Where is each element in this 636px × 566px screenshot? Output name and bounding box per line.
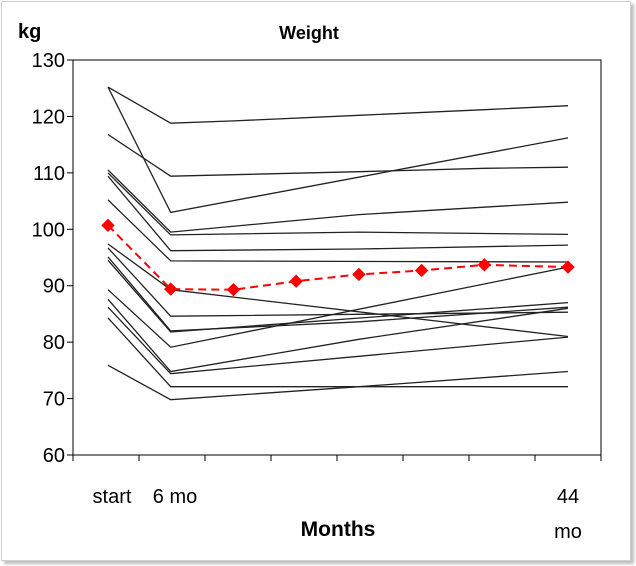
plot-area-border — [72, 59, 602, 456]
individual-line-1 — [107, 86, 569, 124]
mean-line — [107, 224, 569, 291]
individual-line-6 — [107, 175, 569, 252]
x-tick-label-mo: mo — [554, 521, 582, 543]
chart-title: Weight — [279, 23, 339, 43]
mean-point-marker — [289, 274, 303, 288]
individual-line-7 — [107, 199, 569, 263]
individual-line-4 — [107, 169, 569, 233]
individual-lines — [107, 86, 569, 401]
mean-series — [101, 218, 575, 297]
y-tick-label: 90 — [43, 276, 65, 298]
mean-point-marker — [101, 218, 115, 233]
individual-line-14 — [107, 306, 569, 375]
mean-point-marker — [561, 260, 575, 274]
individual-line-2 — [107, 86, 569, 214]
mean-point-marker — [352, 267, 366, 282]
y-tick-label: 120 — [32, 106, 65, 128]
y-tick-label: 80 — [43, 332, 65, 354]
individual-line-10 — [107, 256, 569, 332]
individual-line-9 — [107, 247, 569, 317]
x-axis-label: Months — [301, 518, 376, 541]
mean-point-marker — [164, 282, 178, 296]
individual-line-11 — [107, 259, 569, 333]
mean-point-marker — [414, 263, 429, 278]
y-tick-label: 100 — [32, 219, 65, 241]
y-tick-label: 110 — [33, 163, 65, 185]
x-tick-label-44: 44 — [557, 486, 579, 508]
y-axis-label: kg — [18, 21, 41, 43]
individual-line-12 — [107, 266, 569, 348]
x-tick-label-start: start — [93, 486, 132, 508]
y-tick-label: 130 — [32, 50, 65, 72]
individual-line-13 — [107, 298, 569, 373]
x-tick-label-6mo: 6 mo — [153, 486, 197, 508]
individual-line-5 — [107, 172, 569, 236]
individual-line-3 — [107, 133, 569, 177]
y-tick-label: 60 — [43, 445, 65, 467]
individual-line-16 — [107, 364, 569, 401]
mean-point-marker — [477, 258, 492, 272]
y-tick-label: 70 — [43, 389, 65, 411]
axes: 60 70 80 90 100 110 120 130 — [32, 50, 602, 467]
mean-point-marker — [226, 282, 241, 297]
